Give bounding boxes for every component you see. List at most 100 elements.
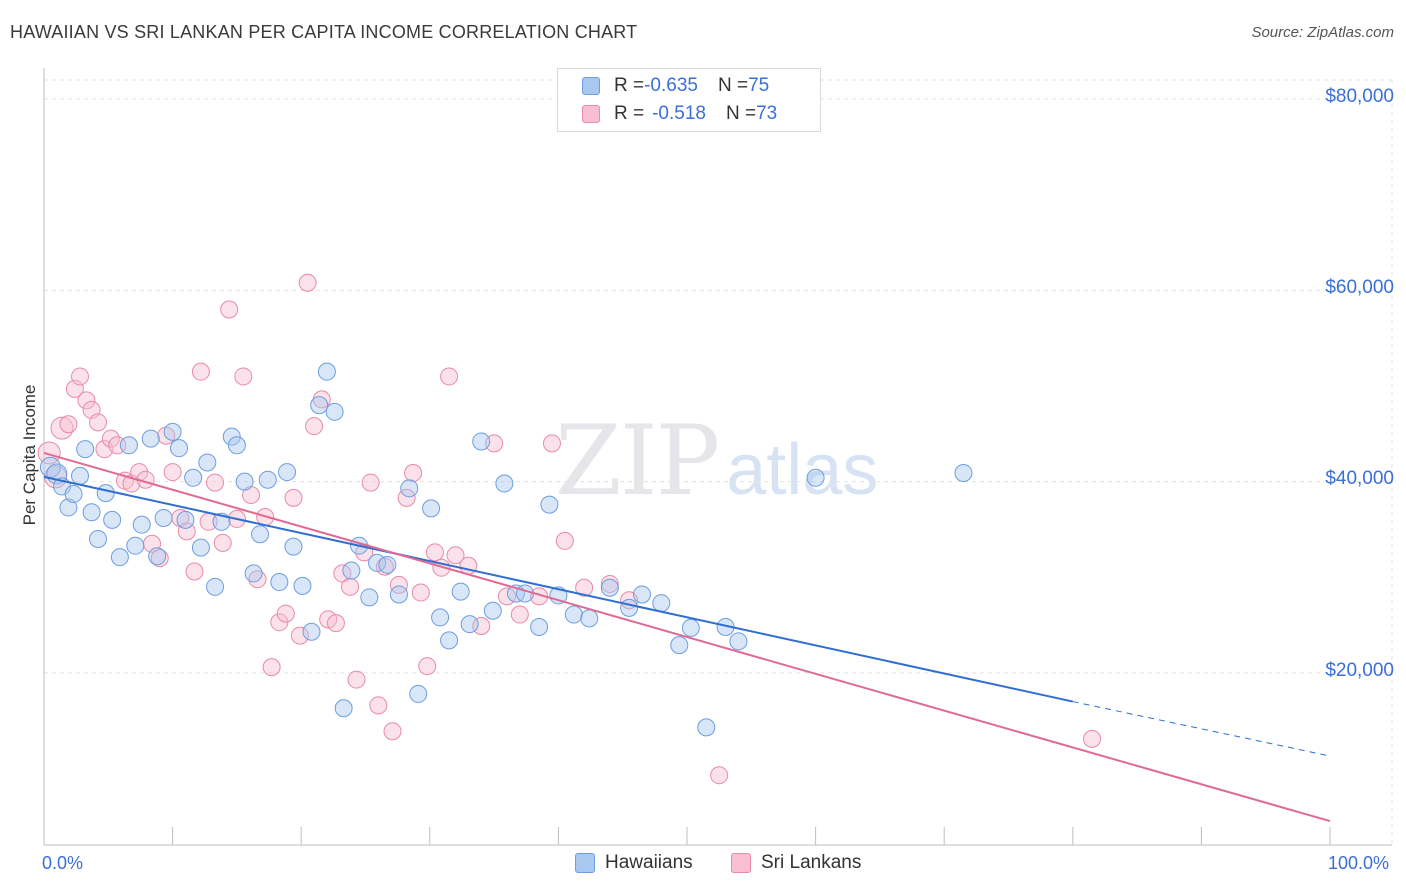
hawaiian-point [652,594,671,613]
hawaiian-point [191,538,210,557]
legend-label-sri-lankans: Sri Lankans [761,852,862,873]
hawaiian-point [132,515,151,534]
hawaiian-point [422,499,441,518]
y-tick-label-20000: $20,000 [1325,660,1394,681]
hawaiian-point [119,436,138,455]
sri-lankan-point [341,577,360,596]
watermark-zip: ZIP [555,405,720,517]
sri-lankan-point [276,604,295,623]
y-tick-label-40000: $40,000 [1325,468,1394,489]
hawaiian-point [227,436,246,455]
hawaiian-point [389,585,408,604]
sri-lankan-point [150,549,169,568]
sri-lankan-point [600,574,619,593]
sri-lankan-point [290,626,309,645]
sri-lankan-point [50,416,74,440]
hawaiian-point [530,617,549,636]
n-label: N = [717,75,749,96]
hawaiian-point [163,422,182,441]
hawaiian-point [270,573,289,592]
sri-lankan-point [220,300,239,319]
sri-lankan-point [163,463,182,482]
sri-lankan-point [425,543,444,562]
hawaiian-point [451,582,470,601]
sri-lankan-point [555,531,574,550]
sri-lankan-point [389,575,408,594]
sri-lankan-point [234,367,253,386]
hawaiian-point [360,588,379,607]
sri-lankan-point [383,722,402,741]
hawaiian-point [154,508,173,527]
hawaiian-point [540,495,559,514]
sri-lankan-point [710,766,729,785]
n-label: N = [725,103,757,124]
stats-legend-row-hawaiians: R = -0.635 N = 75 [558,73,769,99]
hawaiian-point [126,536,145,555]
sri-lankans-trend-line [43,451,1331,823]
sri-lankan-point [305,417,324,436]
legend-item-sri-lankans: Sri Lankans [731,852,861,874]
hawaiian-point [89,530,108,548]
sri-lankan-point [440,367,459,386]
stats-legend: R = -0.635 N = 75 R = -0.518 N = 73 [557,68,821,132]
sri-lankan-point [77,391,96,410]
hawaiian-point [697,718,716,737]
r-value: -0.518 [652,103,706,124]
hawaiian-point [302,622,321,641]
hawaiian-point [342,561,361,580]
chart-title: HAWAIIAN VS SRI LANKAN PER CAPITA INCOME… [10,22,638,42]
hawaiian-point [222,427,241,446]
watermark: ZIP atlas [555,405,878,517]
sri-lankan-point [418,657,437,676]
hawaiian-point [103,510,122,529]
hawaiian-point [198,453,217,472]
legend-swatch-hawaiians [575,853,595,873]
stats-legend-row-sri-lankans: R = -0.518 N = 73 [558,101,777,127]
sri-lankan-point [191,362,210,381]
hawaiian-point [141,429,160,448]
sri-lankan-point [284,488,303,507]
hawaiian-point [184,468,203,487]
r-label: R = [614,75,645,96]
hawaiian-point [59,498,78,517]
y-axis-label: Per Capita Income [20,384,39,526]
hawaiian-point [110,548,129,567]
hawaiian-point [954,464,973,483]
watermark-atlas: atlas [726,430,879,510]
sri-lankan-point [326,614,345,633]
hawaiian-point [176,510,195,529]
hawaiian-point [431,608,450,627]
hawaiian-point [206,577,225,596]
hawaiian-point [284,537,303,556]
hawaiian-point [148,547,167,566]
sri-lankan-point [262,658,281,677]
hawaiian-point [670,636,689,655]
sri-lankan-point [347,670,366,689]
sri-lankan-point [89,413,108,432]
legend-label-hawaiians: Hawaiians [605,852,693,873]
x-tick-label-max: 100.0% [1328,853,1390,873]
sri-lankan-point [1083,729,1102,748]
r-label: R = [614,103,645,124]
hawaiians-trend-line [43,475,1074,703]
legend-item-hawaiians: Hawaiians [575,852,693,874]
sri-lankan-point [510,605,529,624]
hawaiian-point [325,402,344,421]
hawaiian-point [806,468,825,487]
hawaiian-point [317,362,336,381]
sri-lankan-point [59,415,78,434]
hawaiian-point [564,605,583,624]
y-tick-label-80000: $80,000 [1325,86,1394,107]
hawaiian-point [580,609,599,628]
sri-lankan-point [404,464,423,483]
hawaiian-point [378,555,397,574]
hawaiian-point [440,631,459,650]
hawaiian-point [64,485,83,504]
hawaiian-point [600,578,619,597]
sri-lankan-point [361,473,380,492]
sri-lankan-point [185,562,204,581]
hawaiian-point [170,439,189,458]
hawaiian-point [729,632,748,651]
hawaiian-point [460,615,479,634]
